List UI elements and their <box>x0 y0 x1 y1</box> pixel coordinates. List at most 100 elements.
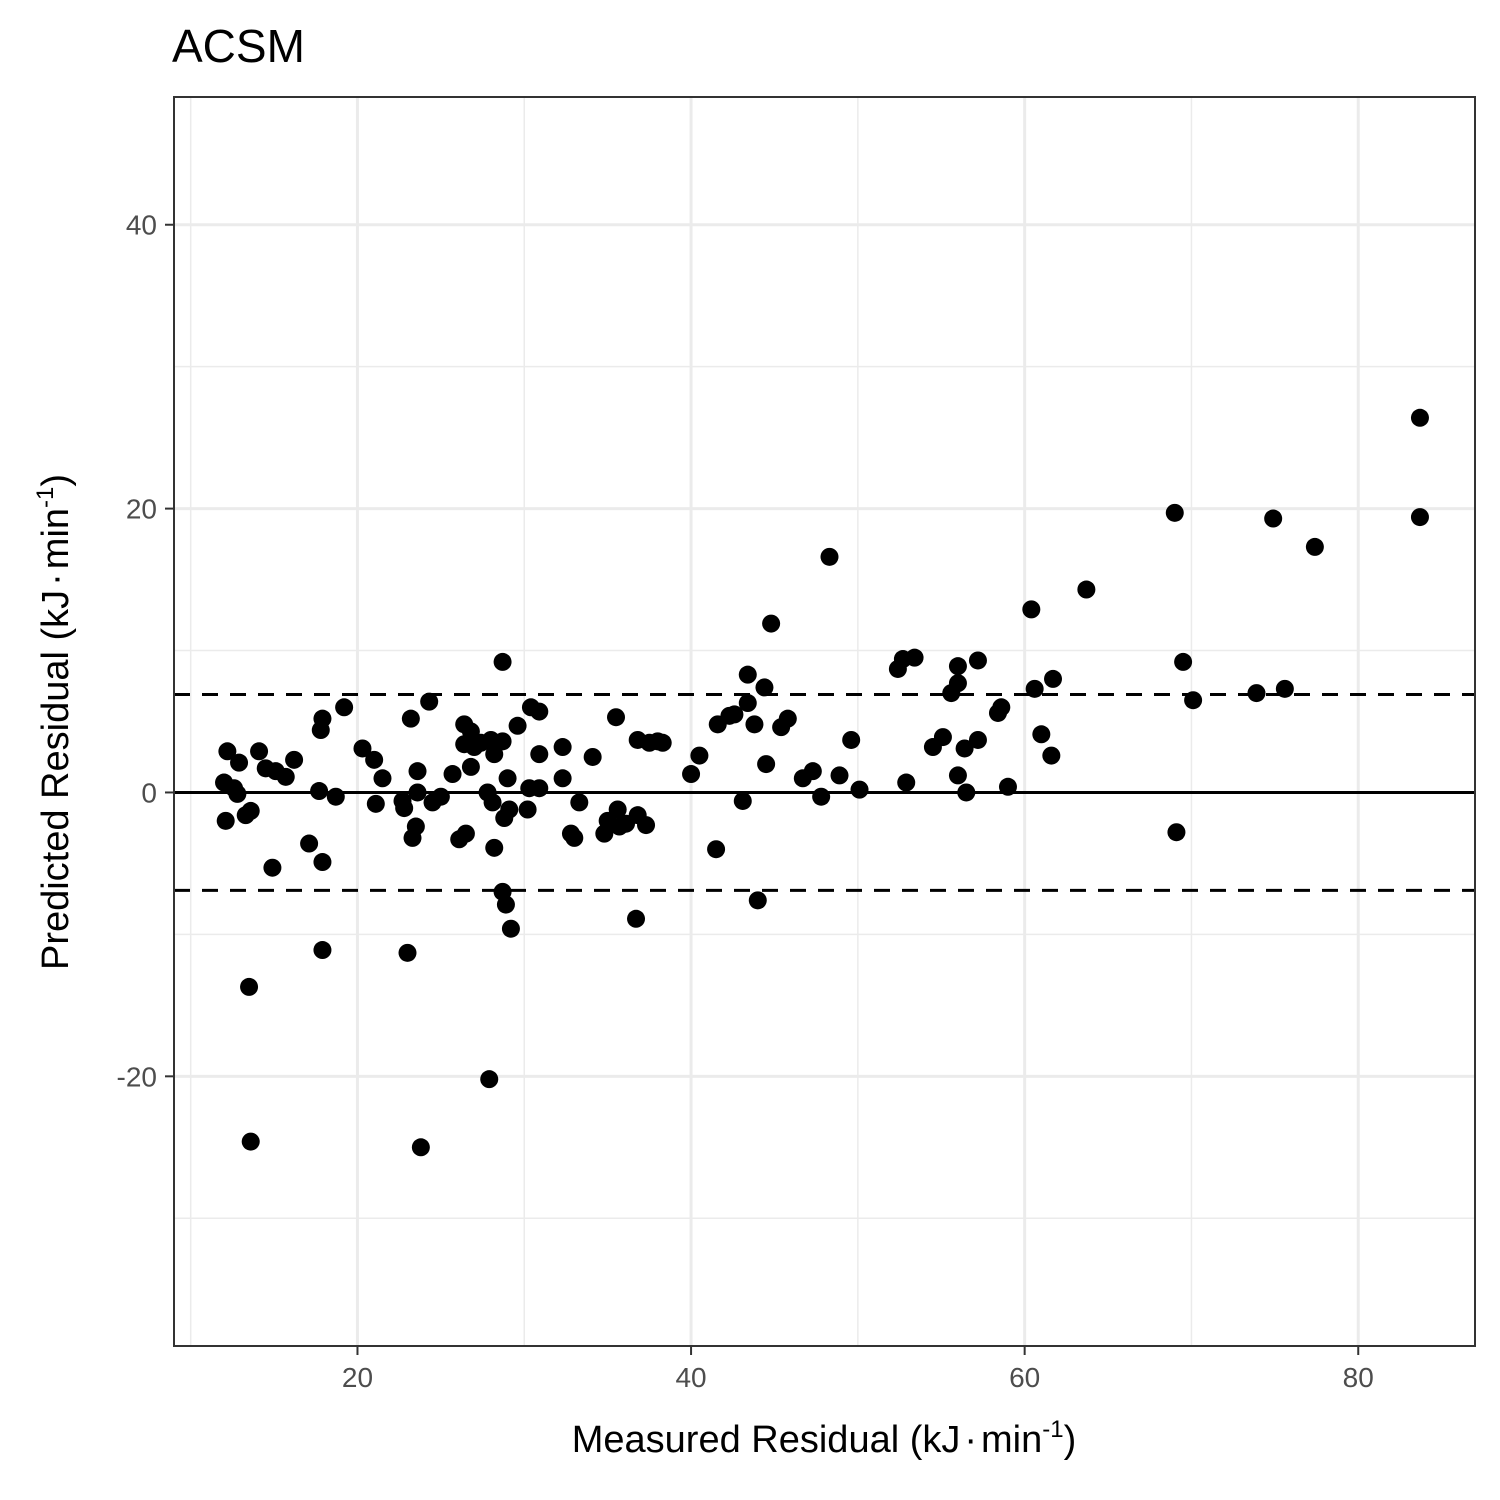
data-point <box>553 769 572 788</box>
data-point <box>530 702 549 721</box>
x-tick-label: 40 <box>675 1362 706 1393</box>
data-point <box>1022 600 1041 619</box>
data-point <box>738 694 757 713</box>
data-point <box>948 657 967 676</box>
data-point <box>353 739 372 758</box>
data-point <box>850 780 869 799</box>
x-tick-label: 20 <box>342 1362 373 1393</box>
data-point <box>493 732 512 751</box>
data-point <box>395 799 414 818</box>
data-point <box>842 730 861 749</box>
data-point <box>530 745 549 764</box>
data-point <box>738 665 757 684</box>
data-point <box>707 840 726 859</box>
data-point <box>968 651 987 670</box>
data-point <box>443 765 462 784</box>
data-point <box>216 811 235 830</box>
data-point <box>1042 746 1061 765</box>
y-tick-label: 40 <box>126 210 157 241</box>
data-point <box>483 793 502 812</box>
data-point <box>627 909 646 928</box>
data-point <box>992 698 1011 717</box>
data-point <box>408 783 427 802</box>
data-point <box>948 766 967 785</box>
data-point <box>420 692 439 711</box>
data-point <box>498 769 517 788</box>
data-point <box>803 762 822 781</box>
data-point <box>897 773 916 792</box>
data-point <box>762 614 781 633</box>
data-point <box>1305 537 1324 556</box>
data-point <box>1184 691 1203 710</box>
data-point <box>998 777 1017 796</box>
data-point <box>955 739 974 758</box>
data-point <box>905 648 924 667</box>
data-point <box>300 834 319 853</box>
data-point <box>508 716 527 735</box>
data-point <box>653 733 672 752</box>
data-point <box>240 977 259 996</box>
data-point <box>607 708 626 727</box>
data-point <box>570 793 589 812</box>
data-point <box>485 838 504 857</box>
y-axis-title: Predicted Residual (kJ·min-1) <box>32 474 77 970</box>
data-point <box>957 783 976 802</box>
data-point <box>1044 669 1063 688</box>
data-point <box>830 766 849 785</box>
data-point <box>690 746 709 765</box>
data-point <box>1025 679 1044 698</box>
data-point <box>496 895 515 914</box>
data-point <box>1264 509 1283 528</box>
data-point <box>757 755 776 774</box>
data-point <box>493 652 512 671</box>
data-point <box>1167 823 1186 842</box>
data-point <box>411 1138 430 1157</box>
data-point <box>1410 408 1429 427</box>
data-point <box>933 728 952 747</box>
data-point <box>1275 679 1294 698</box>
data-point <box>313 709 332 728</box>
data-point <box>733 791 752 810</box>
data-point <box>241 1132 260 1151</box>
data-point <box>480 1070 499 1089</box>
data-point <box>748 891 767 910</box>
data-point <box>406 817 425 836</box>
data-point <box>408 762 427 781</box>
data-point <box>500 800 519 819</box>
data-point <box>250 742 269 761</box>
data-point <box>366 794 385 813</box>
data-point <box>518 800 537 819</box>
data-point <box>565 828 584 847</box>
data-point <box>501 919 520 938</box>
data-point <box>820 547 839 566</box>
data-point <box>285 750 304 769</box>
data-point <box>461 757 480 776</box>
data-point <box>583 747 602 766</box>
data-points <box>215 408 1429 1157</box>
data-point <box>230 753 249 772</box>
data-point <box>431 787 450 806</box>
data-point <box>637 816 656 835</box>
data-point <box>276 767 295 786</box>
data-point <box>313 941 332 960</box>
data-point <box>948 674 967 693</box>
data-point <box>725 705 744 724</box>
data-point <box>228 784 247 803</box>
data-point <box>812 787 831 806</box>
plot-panel-border <box>173 96 1476 1347</box>
data-point <box>1165 503 1184 522</box>
data-point <box>398 943 417 962</box>
data-point <box>968 730 987 749</box>
data-point <box>530 779 549 798</box>
chart-title: ACSM <box>172 20 305 72</box>
y-tick-label: -20 <box>117 1061 157 1092</box>
grid-lines <box>174 97 1475 1346</box>
data-point <box>335 698 354 717</box>
x-tick-label: 60 <box>1009 1362 1040 1393</box>
y-tick-label: 20 <box>126 494 157 525</box>
data-point <box>310 782 329 801</box>
y-axis-ticks: -20 0 20 40 <box>117 210 174 1092</box>
x-tick-label: 80 <box>1343 1362 1374 1393</box>
data-point <box>1077 580 1096 599</box>
